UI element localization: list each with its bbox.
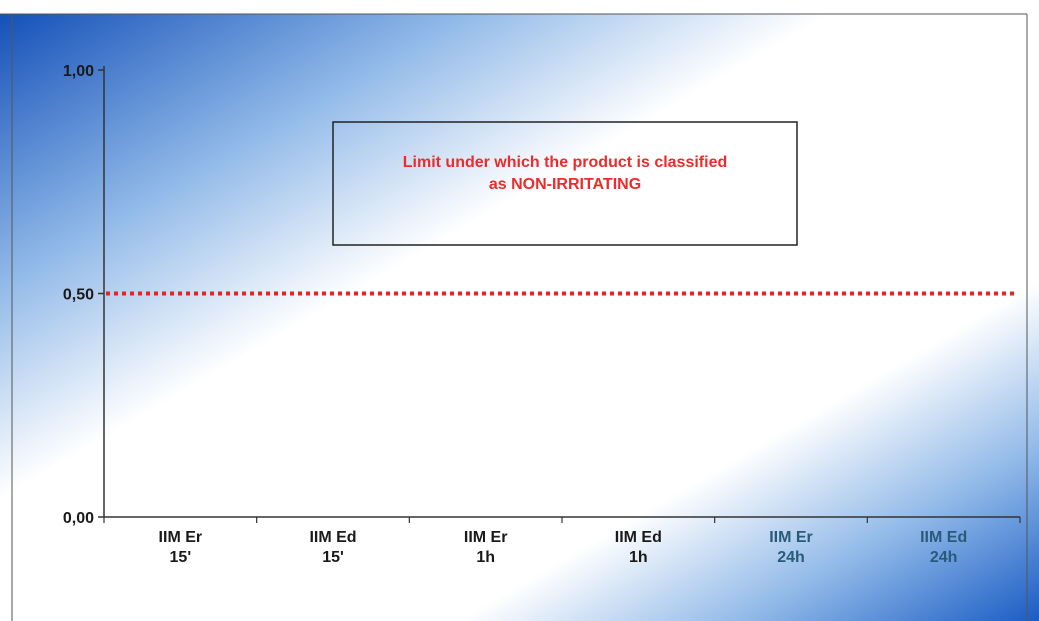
x-category-label-2-1: 1h <box>476 549 495 566</box>
x-category-label-0-1: 15' <box>170 549 192 566</box>
x-category-label-1-1: 15' <box>322 549 344 566</box>
x-category-label-4-0: IIM Er <box>769 529 813 546</box>
y-tick-label-0: 0,00 <box>63 510 94 527</box>
x-category-label-3-0: IIM Ed <box>615 529 662 546</box>
annotation-text-line-0: Limit under which the product is classif… <box>403 154 728 171</box>
x-category-label-3-1: 1h <box>629 549 648 566</box>
x-category-label-4-1: 24h <box>777 549 805 566</box>
x-category-label-5-1: 24h <box>930 549 958 566</box>
x-category-label-1-0: IIM Ed <box>309 529 356 546</box>
annotation-box <box>332 121 798 246</box>
annotation-text-line-1: as NON-IRRITATING <box>489 176 641 193</box>
y-tick-label-1: 0,50 <box>63 287 94 304</box>
y-tick-label-2: 1,00 <box>63 63 94 80</box>
plot-layer: 0,00 0,50 1,00 IIM Er 15' IIM Ed 15' IIM Er 1h II… <box>63 63 1021 566</box>
chart-background <box>0 14 1039 621</box>
x-category-label-2-0: IIM Er <box>464 529 508 546</box>
x-category-label-5-0: IIM Ed <box>920 529 967 546</box>
x-category-label-0-0: IIM Er <box>159 529 203 546</box>
